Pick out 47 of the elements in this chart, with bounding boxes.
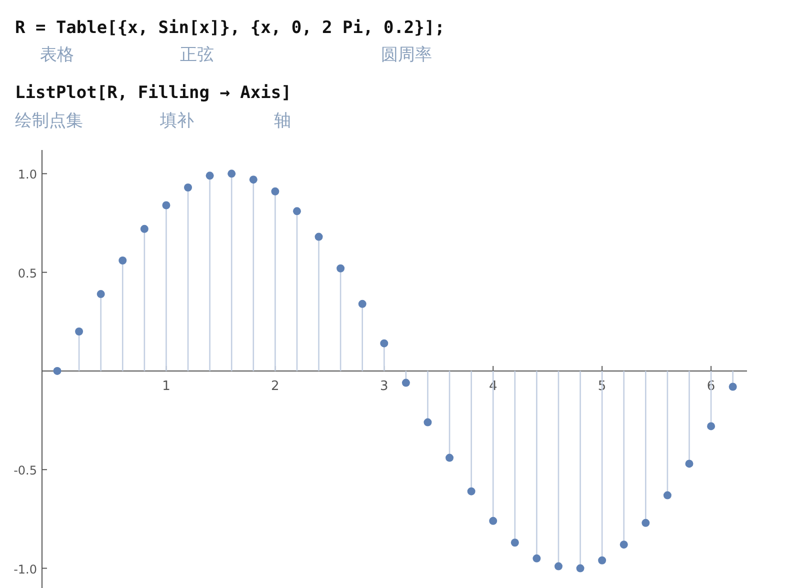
text: R = Table[{x, Sin[x]}, {x, 0, 2 Pi, 0.2}];	[15, 18, 445, 38]
point	[206, 172, 214, 180]
point	[728, 382, 737, 391]
point	[249, 176, 258, 184]
point	[184, 183, 192, 192]
point	[489, 516, 498, 525]
point	[140, 224, 148, 233]
point	[576, 564, 584, 572]
text: 圆周率	[381, 45, 432, 65]
text: 正弦	[180, 45, 214, 65]
text: 轴	[274, 111, 291, 131]
point	[424, 418, 432, 426]
point	[620, 540, 628, 549]
point	[598, 556, 606, 564]
point	[53, 366, 62, 375]
point	[75, 328, 84, 336]
point	[292, 207, 301, 216]
point	[336, 264, 345, 272]
point	[707, 422, 716, 430]
point	[271, 187, 280, 196]
x-tick-label: 1	[162, 378, 170, 394]
point	[118, 256, 127, 264]
x-tick-label: 2	[271, 378, 280, 394]
text: 表格	[40, 45, 74, 65]
point	[96, 290, 105, 298]
text: ListPlot[R, Filling → Axis]	[15, 83, 292, 103]
point	[228, 170, 236, 178]
y-tick-label: 1.0	[18, 168, 37, 182]
y-tick-label: -1.0	[14, 562, 37, 576]
x-tick-label: 3	[380, 378, 388, 394]
text: 填补	[159, 111, 194, 131]
y-tick-label: -0.5	[14, 464, 37, 478]
y-tick-label: 0.5	[18, 266, 37, 280]
text: 绘制点集	[15, 111, 83, 131]
point	[358, 300, 366, 308]
point	[467, 487, 476, 496]
point	[402, 378, 410, 387]
point	[510, 538, 519, 547]
point	[663, 491, 672, 500]
point	[314, 232, 323, 241]
point	[685, 460, 694, 468]
point	[554, 562, 562, 570]
point	[446, 454, 454, 462]
point	[162, 201, 170, 210]
point	[532, 554, 541, 562]
point	[380, 339, 388, 348]
point	[642, 518, 650, 527]
